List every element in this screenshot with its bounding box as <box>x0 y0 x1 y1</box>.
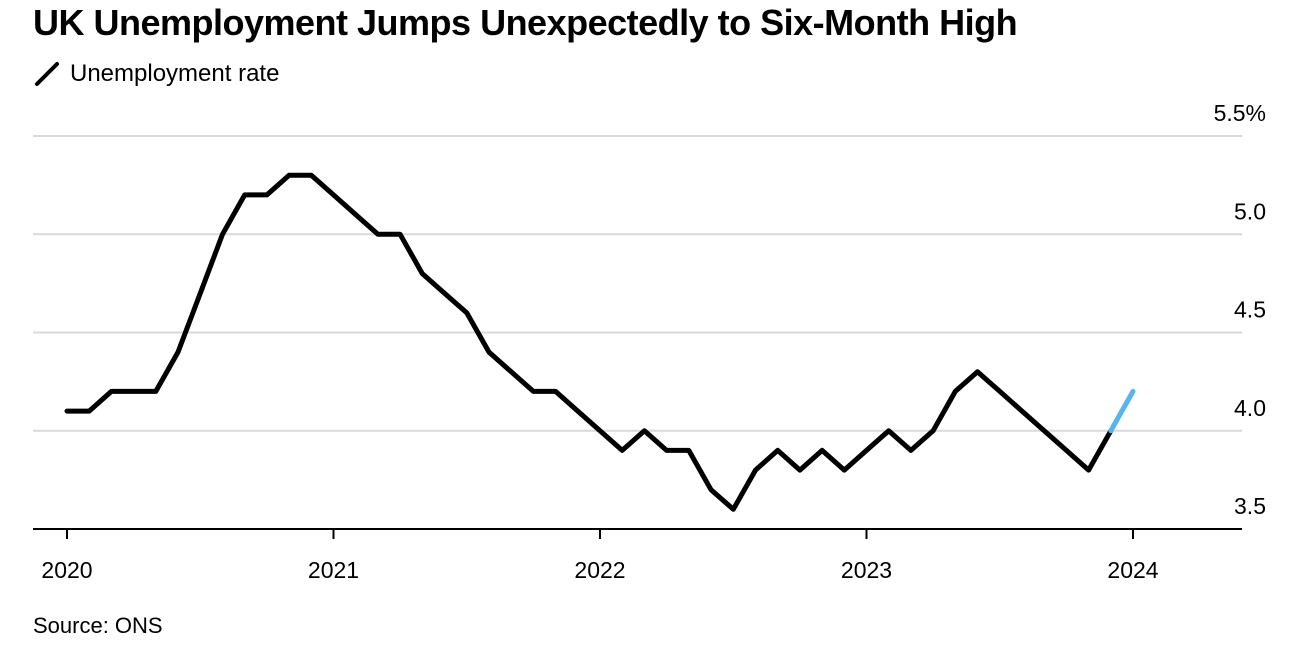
chart-title: UK Unemployment Jumps Unexpectedly to Si… <box>33 2 1018 43</box>
x-tick-label: 2023 <box>841 557 892 583</box>
legend: Unemployment rate <box>33 58 279 90</box>
x-tick-label: 2022 <box>574 557 625 583</box>
y-tick-label: 4.5 <box>1234 297 1266 323</box>
legend-label: Unemployment rate <box>70 60 280 87</box>
y-tick-label: 3.5 <box>1234 493 1266 519</box>
source-note: Source: ONS <box>33 613 163 638</box>
x-axis-labels: 2020 2021 2022 2023 2024 <box>41 557 1158 583</box>
y-tick-label: 5.0 <box>1234 198 1266 224</box>
unemployment-rate-line <box>64 172 1114 512</box>
x-tick-label: 2024 <box>1107 557 1158 583</box>
line-legend-icon <box>35 62 59 86</box>
latest-reading-line <box>1108 388 1136 434</box>
series-lines <box>64 172 1136 512</box>
y-tick-label: 5.5% <box>1214 100 1266 126</box>
x-axis <box>33 528 1242 539</box>
x-tick-label: 2020 <box>41 557 92 583</box>
y-axis-labels: 3.5 4.0 4.5 5.0 5.5% <box>1214 100 1266 519</box>
x-tick-label: 2021 <box>308 557 359 583</box>
gridlines <box>33 135 1242 432</box>
y-tick-label: 4.0 <box>1234 395 1266 421</box>
